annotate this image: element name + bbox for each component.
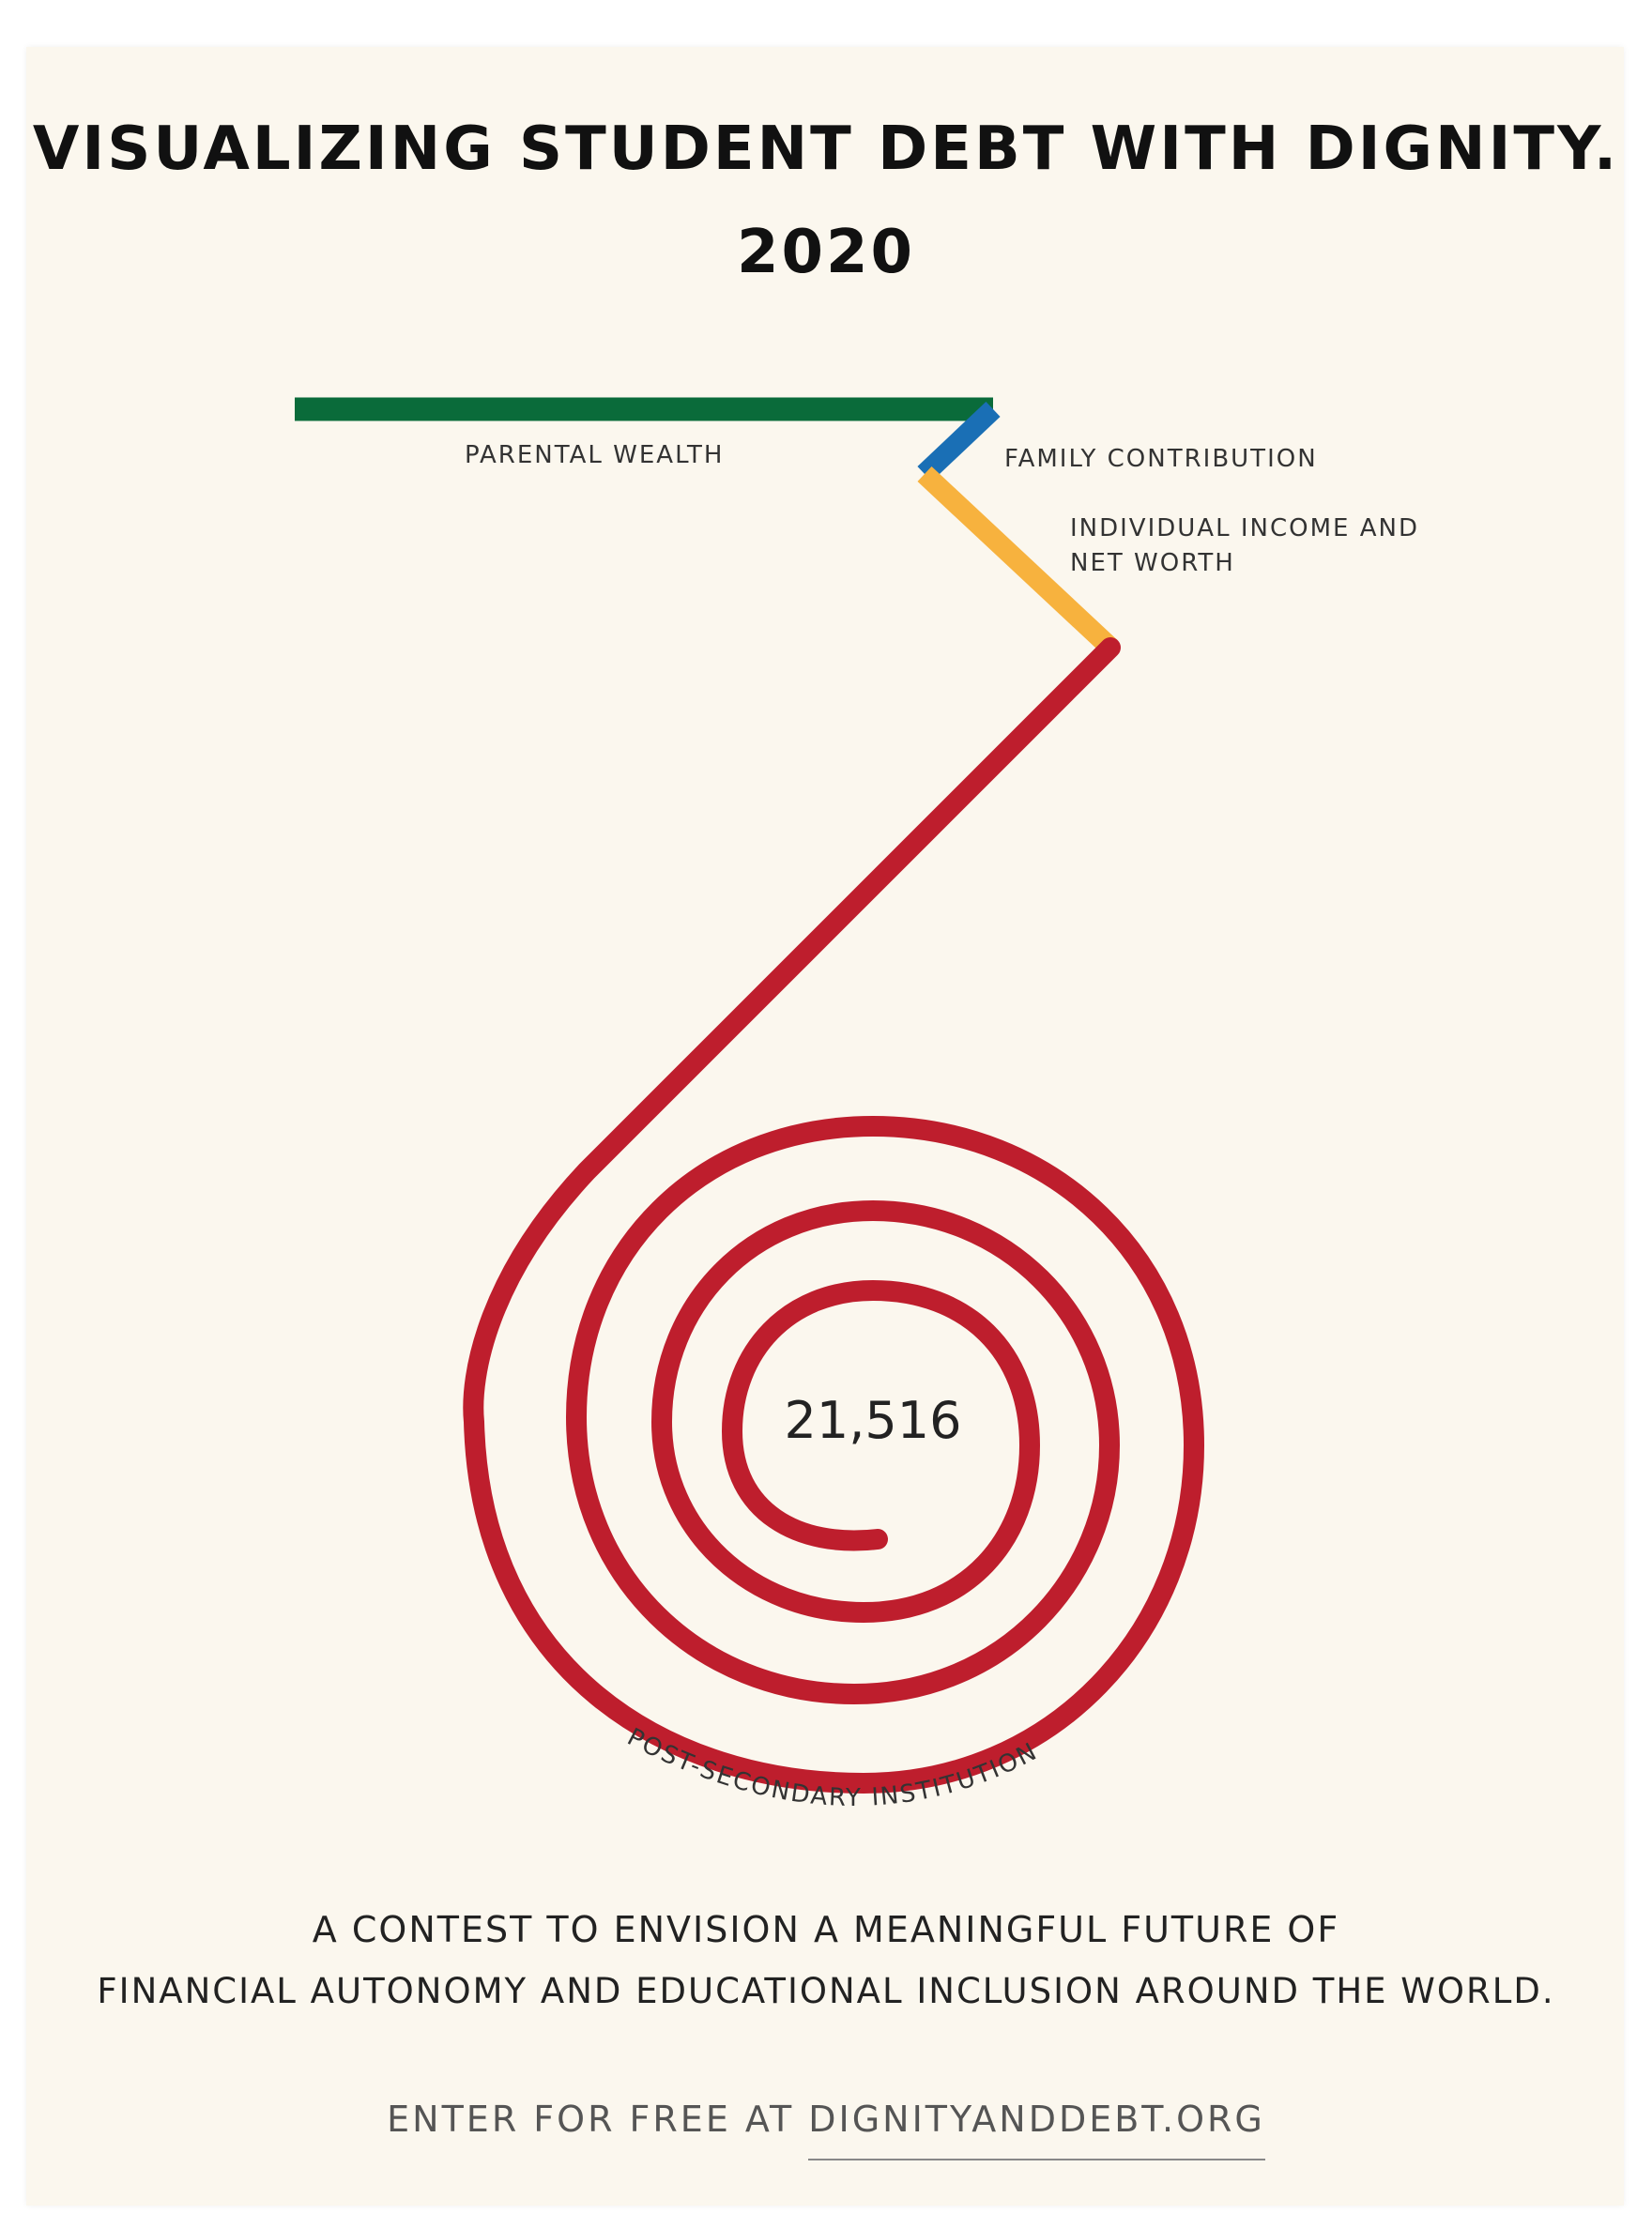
cta-prefix: ENTER FOR FREE AT bbox=[387, 2099, 809, 2140]
call-to-action: ENTER FOR FREE AT DIGNITYANDDEBT.ORG bbox=[0, 2099, 1652, 2160]
tagline-line-2: FINANCIAL AUTONOMY AND EDUCATIONAL INCLU… bbox=[97, 1971, 1555, 2011]
website-link[interactable]: DIGNITYANDDEBT.ORG bbox=[808, 2099, 1265, 2160]
poster-background bbox=[26, 47, 1624, 2206]
tagline-line-1: A CONTEST TO ENVISION A MEANINGFUL FUTUR… bbox=[312, 1909, 1340, 1950]
poster-year: 2020 bbox=[736, 218, 916, 287]
poster-title: VISUALIZING STUDENT DEBT WITH DIGNITY. bbox=[32, 115, 1620, 184]
